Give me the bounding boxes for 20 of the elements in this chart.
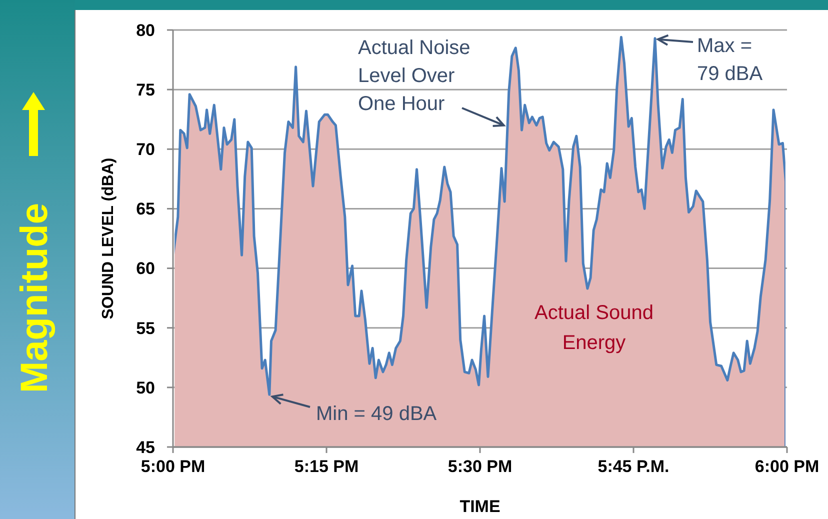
y-tick-label: 50 [136, 378, 155, 398]
annotation: Actual Noise Level Over One Hour [358, 37, 470, 115]
x-axis-title: TIME [460, 497, 500, 516]
x-tick-label: 5:30 PM [448, 457, 512, 476]
y-tick-label: 80 [136, 20, 155, 40]
y-tick-label: 45 [136, 438, 155, 457]
text: Magnitude [14, 203, 56, 393]
y-tick-label: 60 [136, 259, 155, 278]
x-tick-label: 5:45 P.M. [598, 457, 670, 476]
annotation: Actual Sound Energy [534, 302, 654, 354]
y-tick-label: 70 [136, 140, 155, 160]
x-tick-label: 5:00 PM [140, 457, 206, 476]
y-tick-label: 55 [136, 318, 155, 338]
annotation: Min = 49 dBA [316, 403, 438, 425]
annotation: Max = 79 dBA [697, 35, 764, 85]
x-tick-label: 6:00 PM [754, 457, 820, 476]
y-tick-label: 65 [136, 200, 155, 219]
y-axis-title: SOUND LEVEL (dBA) [100, 158, 117, 320]
y-tick-label: 75 [136, 80, 155, 100]
x-tick-label: 5:15 PM [294, 457, 359, 476]
